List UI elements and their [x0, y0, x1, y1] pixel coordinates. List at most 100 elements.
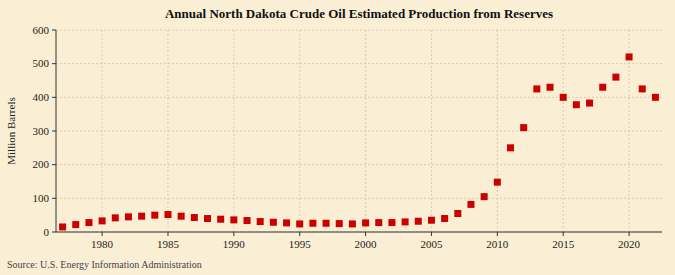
grid-line-x: [233, 30, 234, 232]
y-tick-label: 600: [33, 24, 50, 36]
x-tick-label: 2000: [355, 238, 378, 250]
y-tick-label: 500: [33, 57, 50, 69]
point: [323, 220, 330, 227]
point: [626, 53, 633, 60]
point: [467, 201, 474, 208]
x-tick: [365, 232, 366, 236]
y-tick: [52, 198, 56, 199]
point: [533, 85, 540, 92]
x-tick-label: 2015: [552, 238, 575, 250]
y-tick: [52, 97, 56, 98]
y-tick-label: 0: [44, 226, 50, 238]
x-tick-label: 2020: [618, 238, 641, 250]
grid-line-y: [56, 164, 662, 165]
point: [547, 84, 554, 91]
point: [560, 94, 567, 101]
x-tick: [102, 232, 103, 236]
point: [494, 179, 501, 186]
point: [204, 215, 211, 222]
point: [402, 218, 409, 225]
point: [283, 219, 290, 226]
grid-line-y: [56, 198, 662, 199]
point: [612, 74, 619, 81]
point: [441, 215, 448, 222]
grid-line-x: [431, 30, 432, 232]
grid-line-x: [102, 30, 103, 232]
y-ticks: 0 100 200 300 400 500 600: [33, 24, 57, 238]
point: [652, 94, 659, 101]
y-tick-label: 200: [33, 158, 50, 170]
points: [59, 53, 659, 230]
x-tick-label: 1995: [289, 238, 312, 250]
y-tick: [52, 63, 56, 64]
point: [573, 101, 580, 108]
point: [99, 217, 106, 224]
point: [375, 219, 382, 226]
point: [336, 220, 343, 227]
grid-line-y: [56, 131, 662, 132]
chart-svg: 0 100 200 300 400 500 600 1980 1985 1990 1995 2000 2…: [0, 0, 675, 275]
point: [309, 220, 316, 227]
x-tick: [233, 232, 234, 236]
point: [388, 219, 395, 226]
y-tick: [52, 30, 56, 31]
y-axis-label: Million Barrels: [5, 97, 17, 165]
grid-line-x: [497, 30, 498, 232]
grid-line-y: [56, 232, 662, 233]
x-ticks: 1980 1985 1990 1995 2000 2005 2010 2015 2020: [91, 232, 640, 250]
point: [270, 219, 277, 226]
point: [138, 213, 145, 220]
point: [257, 218, 264, 225]
point: [586, 100, 593, 107]
point: [296, 220, 303, 227]
y-tick-label: 400: [33, 91, 50, 103]
x-tick-label: 1980: [91, 238, 114, 250]
point: [481, 193, 488, 200]
point: [362, 219, 369, 226]
grid-line-y: [56, 63, 662, 64]
y-tick: [52, 232, 56, 233]
grid-line-x: [299, 30, 300, 232]
point: [164, 211, 171, 218]
x-tick: [497, 232, 498, 236]
point: [520, 124, 527, 131]
y-tick: [52, 131, 56, 132]
point: [599, 84, 606, 91]
background: [0, 0, 675, 275]
grid-line-x: [167, 30, 168, 232]
x-tick-label: 2005: [420, 238, 443, 250]
x-tick-label: 2010: [486, 238, 509, 250]
y-tick-label: 100: [33, 192, 50, 204]
grid-line-x: [365, 30, 366, 232]
x-tick-label: 1990: [223, 238, 246, 250]
x-tick: [629, 232, 630, 236]
grid-line-y: [56, 97, 662, 98]
point: [415, 218, 422, 225]
x-tick: [299, 232, 300, 236]
point: [151, 212, 158, 219]
point: [178, 213, 185, 220]
x-tick-label: 1985: [157, 238, 180, 250]
point: [59, 223, 66, 230]
point: [112, 214, 119, 221]
x-tick: [563, 232, 564, 236]
chart-container: 0 100 200 300 400 500 600 1980 1985 1990 1995 2000 2…: [0, 0, 675, 275]
y-tick: [52, 164, 56, 165]
point: [428, 217, 435, 224]
point: [230, 216, 237, 223]
y-tick-label: 300: [33, 125, 50, 137]
point: [217, 216, 224, 223]
point: [72, 221, 79, 228]
grid-line-x: [563, 30, 564, 232]
point: [85, 219, 92, 226]
source-note: Source: U.S. Energy Information Administ…: [7, 259, 202, 270]
point: [639, 85, 646, 92]
point: [349, 220, 356, 227]
point: [244, 217, 251, 224]
point: [125, 213, 132, 220]
grid-line-y: [56, 30, 662, 31]
point: [507, 144, 514, 151]
title: Annual North Dakota Crude Oil Estimated …: [165, 6, 553, 21]
x-tick: [167, 232, 168, 236]
grid: [56, 30, 662, 232]
